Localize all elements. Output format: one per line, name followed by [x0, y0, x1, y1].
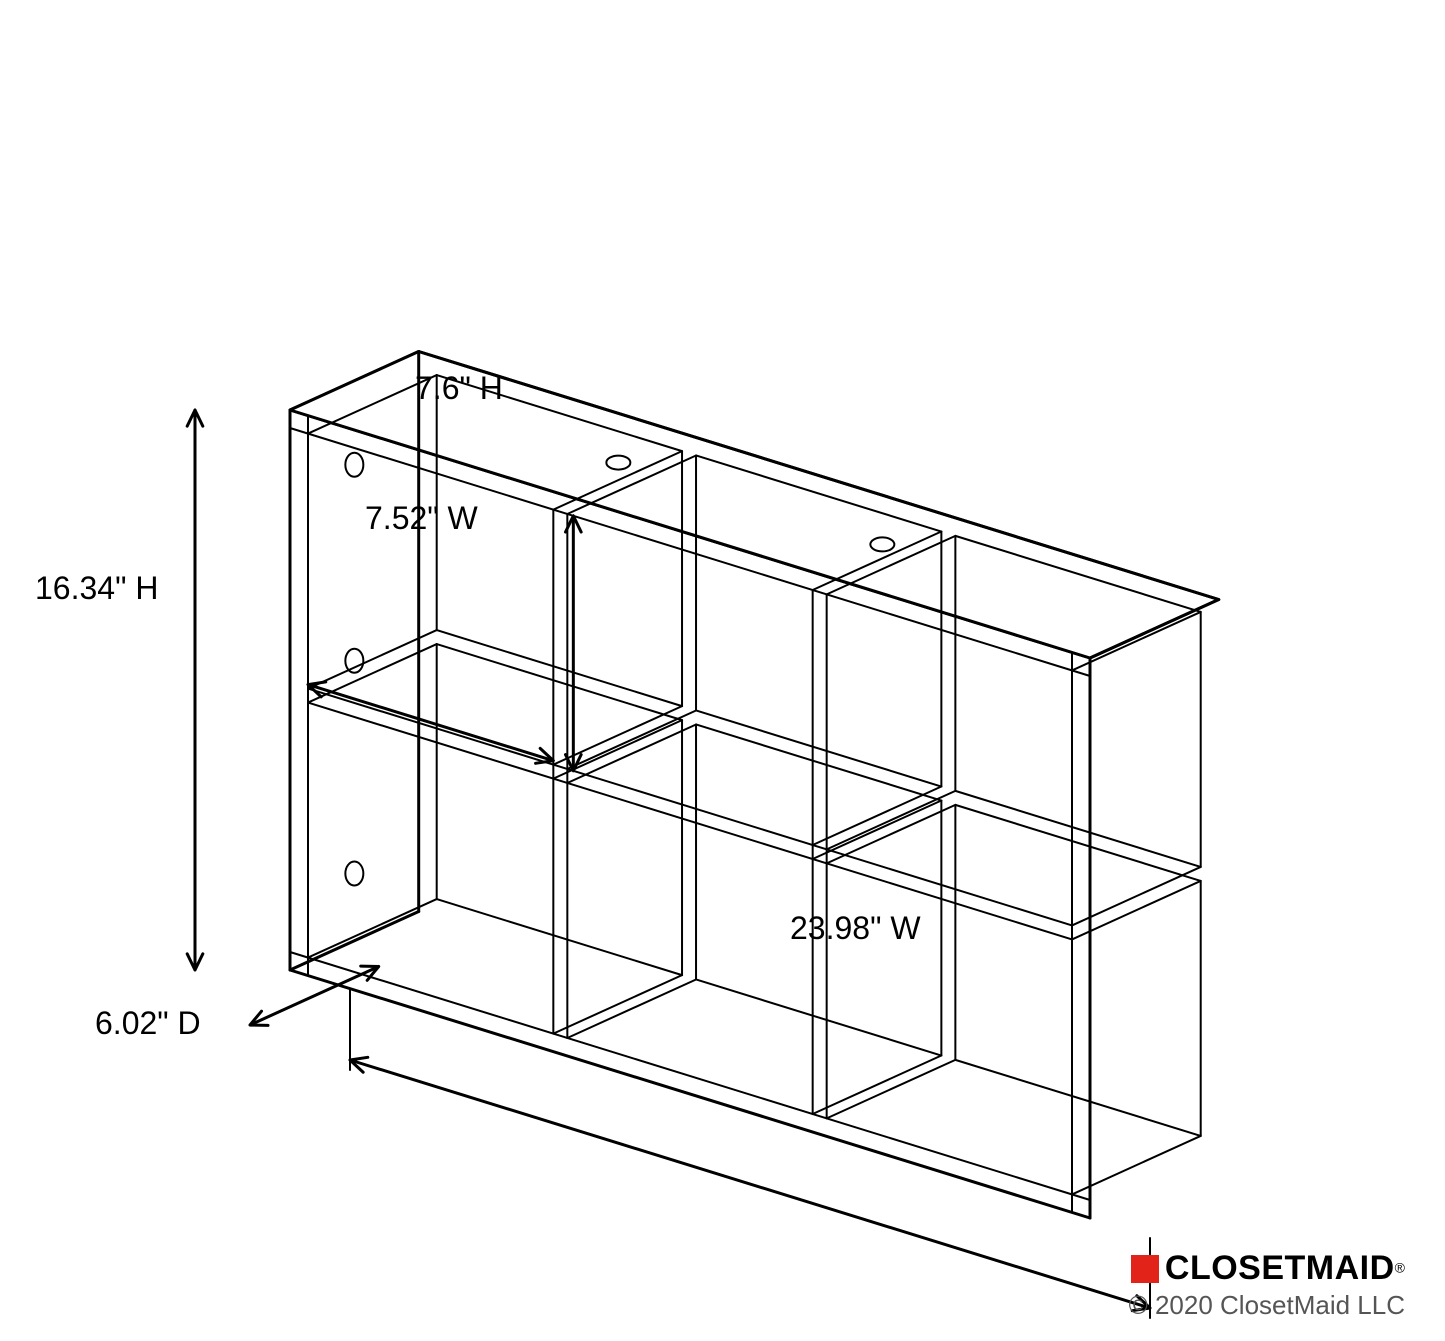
brand-name: CLOSETMAID: [1165, 1249, 1395, 1287]
dim-overall-depth: 6.02" D: [95, 1005, 201, 1042]
footer: CLOSETMAID® © 2020 ClosetMaid LLC: [1129, 1249, 1405, 1321]
copyright-text: © 2020 ClosetMaid LLC: [1129, 1290, 1405, 1321]
brand-square-icon: [1131, 1255, 1159, 1283]
brand-logo: CLOSETMAID®: [1129, 1249, 1405, 1288]
dim-overall-height: 16.34" H: [35, 570, 158, 607]
brand-reg-icon: ®: [1395, 1260, 1405, 1276]
dim-cube-width: 7.52" W: [365, 500, 478, 537]
dim-cube-height: 7.6" H: [415, 370, 503, 407]
dim-overall-width: 23.98" W: [790, 910, 921, 947]
shelf-diagram: [0, 0, 1445, 1341]
